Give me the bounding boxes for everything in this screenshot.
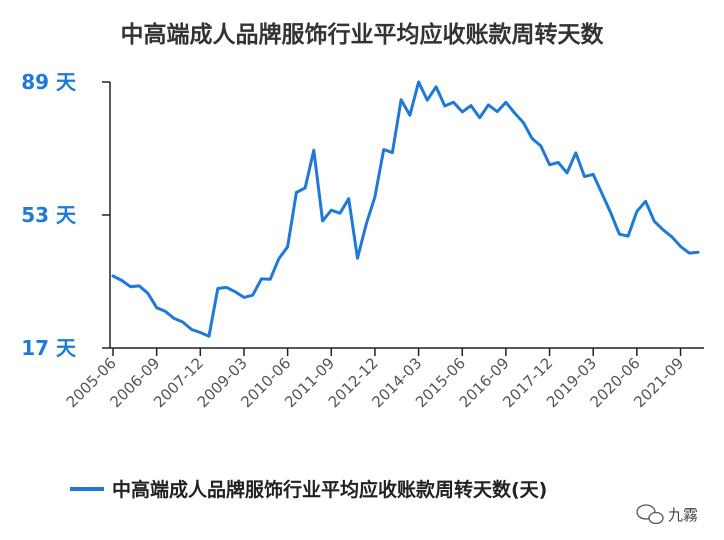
wechat-bubbles-icon xyxy=(636,504,664,525)
legend-label: 中高端成人品牌服饰行业平均应收账款周转天数(天) xyxy=(112,478,547,501)
y-axis-ticks: 17 天 53 天 89 天 xyxy=(21,70,110,360)
watermark: 九霧 xyxy=(636,504,698,525)
legend: 中高端成人品牌服饰行业平均应收账款周转天数(天) xyxy=(70,478,547,501)
y-tick-label: 89 天 xyxy=(21,70,77,94)
watermark-text: 九霧 xyxy=(668,506,698,524)
x-axis-ticks: 2005-062006-092007-122009-032010-062011-… xyxy=(63,348,687,411)
series-line xyxy=(111,80,700,338)
y-tick-label: 17 天 xyxy=(21,336,77,360)
y-tick-label: 53 天 xyxy=(21,203,77,227)
chart-title: 中高端成人品牌服饰行业平均应收账款周转天数 xyxy=(121,21,605,48)
